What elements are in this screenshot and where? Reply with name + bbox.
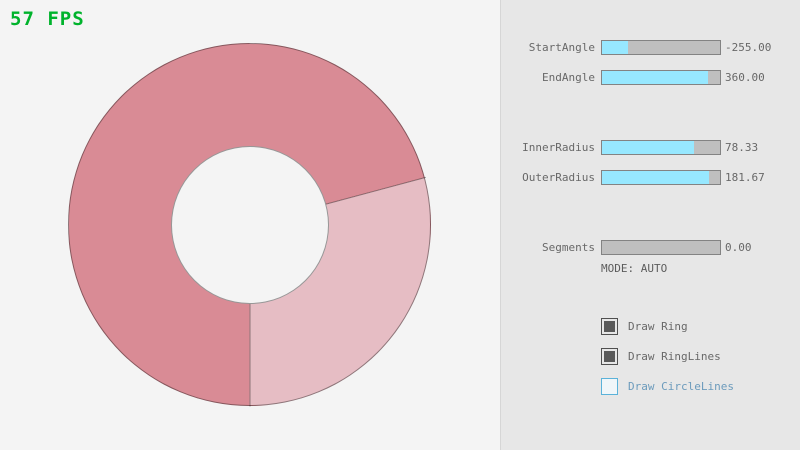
start-angle-label: StartAngle xyxy=(528,41,595,54)
segments-value: 0.00 xyxy=(725,241,752,254)
control-panel: StartAngle -255.00 EndAngle 360.00 Inner… xyxy=(500,0,800,450)
draw-ringlines-label: Draw RingLines xyxy=(628,350,721,363)
end-angle-slider[interactable] xyxy=(601,70,721,85)
start-angle-slider-fill xyxy=(602,41,628,54)
draw-ring-label: Draw Ring xyxy=(628,320,688,333)
outer-radius-slider-fill xyxy=(602,171,710,184)
slider-row-start-angle: StartAngle -255.00 xyxy=(501,40,800,55)
outer-radius-slider[interactable] xyxy=(601,170,721,185)
outer-radius-value: 181.67 xyxy=(725,171,765,184)
inner-radius-value: 78.33 xyxy=(725,141,759,154)
inner-radius-slider-fill xyxy=(602,141,695,154)
draw-circlelines-checkbox[interactable] xyxy=(601,378,618,395)
inner-radius-label: InnerRadius xyxy=(522,141,595,154)
start-angle-value: -255.00 xyxy=(725,41,772,54)
outer-radius-label: OuterRadius xyxy=(522,171,595,184)
checkmark xyxy=(604,351,615,362)
draw-ringlines-checkbox[interactable] xyxy=(601,348,618,365)
fps-counter: 57 FPS xyxy=(10,8,85,30)
end-angle-slider-fill xyxy=(602,71,709,84)
segments-slider[interactable] xyxy=(601,240,721,255)
draw-ring-checkbox[interactable] xyxy=(601,318,618,335)
draw-circlelines-label: Draw CircleLines xyxy=(628,380,734,393)
slider-row-segments: Segments 0.00 xyxy=(501,240,800,255)
end-angle-label: EndAngle xyxy=(542,71,595,84)
end-angle-value: 360.00 xyxy=(725,71,765,84)
checkmark xyxy=(604,321,615,332)
slider-row-inner-radius: InnerRadius 78.33 xyxy=(501,140,800,155)
slider-row-end-angle: EndAngle 360.00 xyxy=(501,70,800,85)
slider-row-outer-radius: OuterRadius 181.67 xyxy=(501,170,800,185)
start-angle-slider[interactable] xyxy=(601,40,721,55)
ring-hole xyxy=(171,146,329,304)
segments-mode-text: MODE: AUTO xyxy=(601,262,668,275)
segments-label: Segments xyxy=(542,241,595,254)
inner-radius-slider[interactable] xyxy=(601,140,721,155)
